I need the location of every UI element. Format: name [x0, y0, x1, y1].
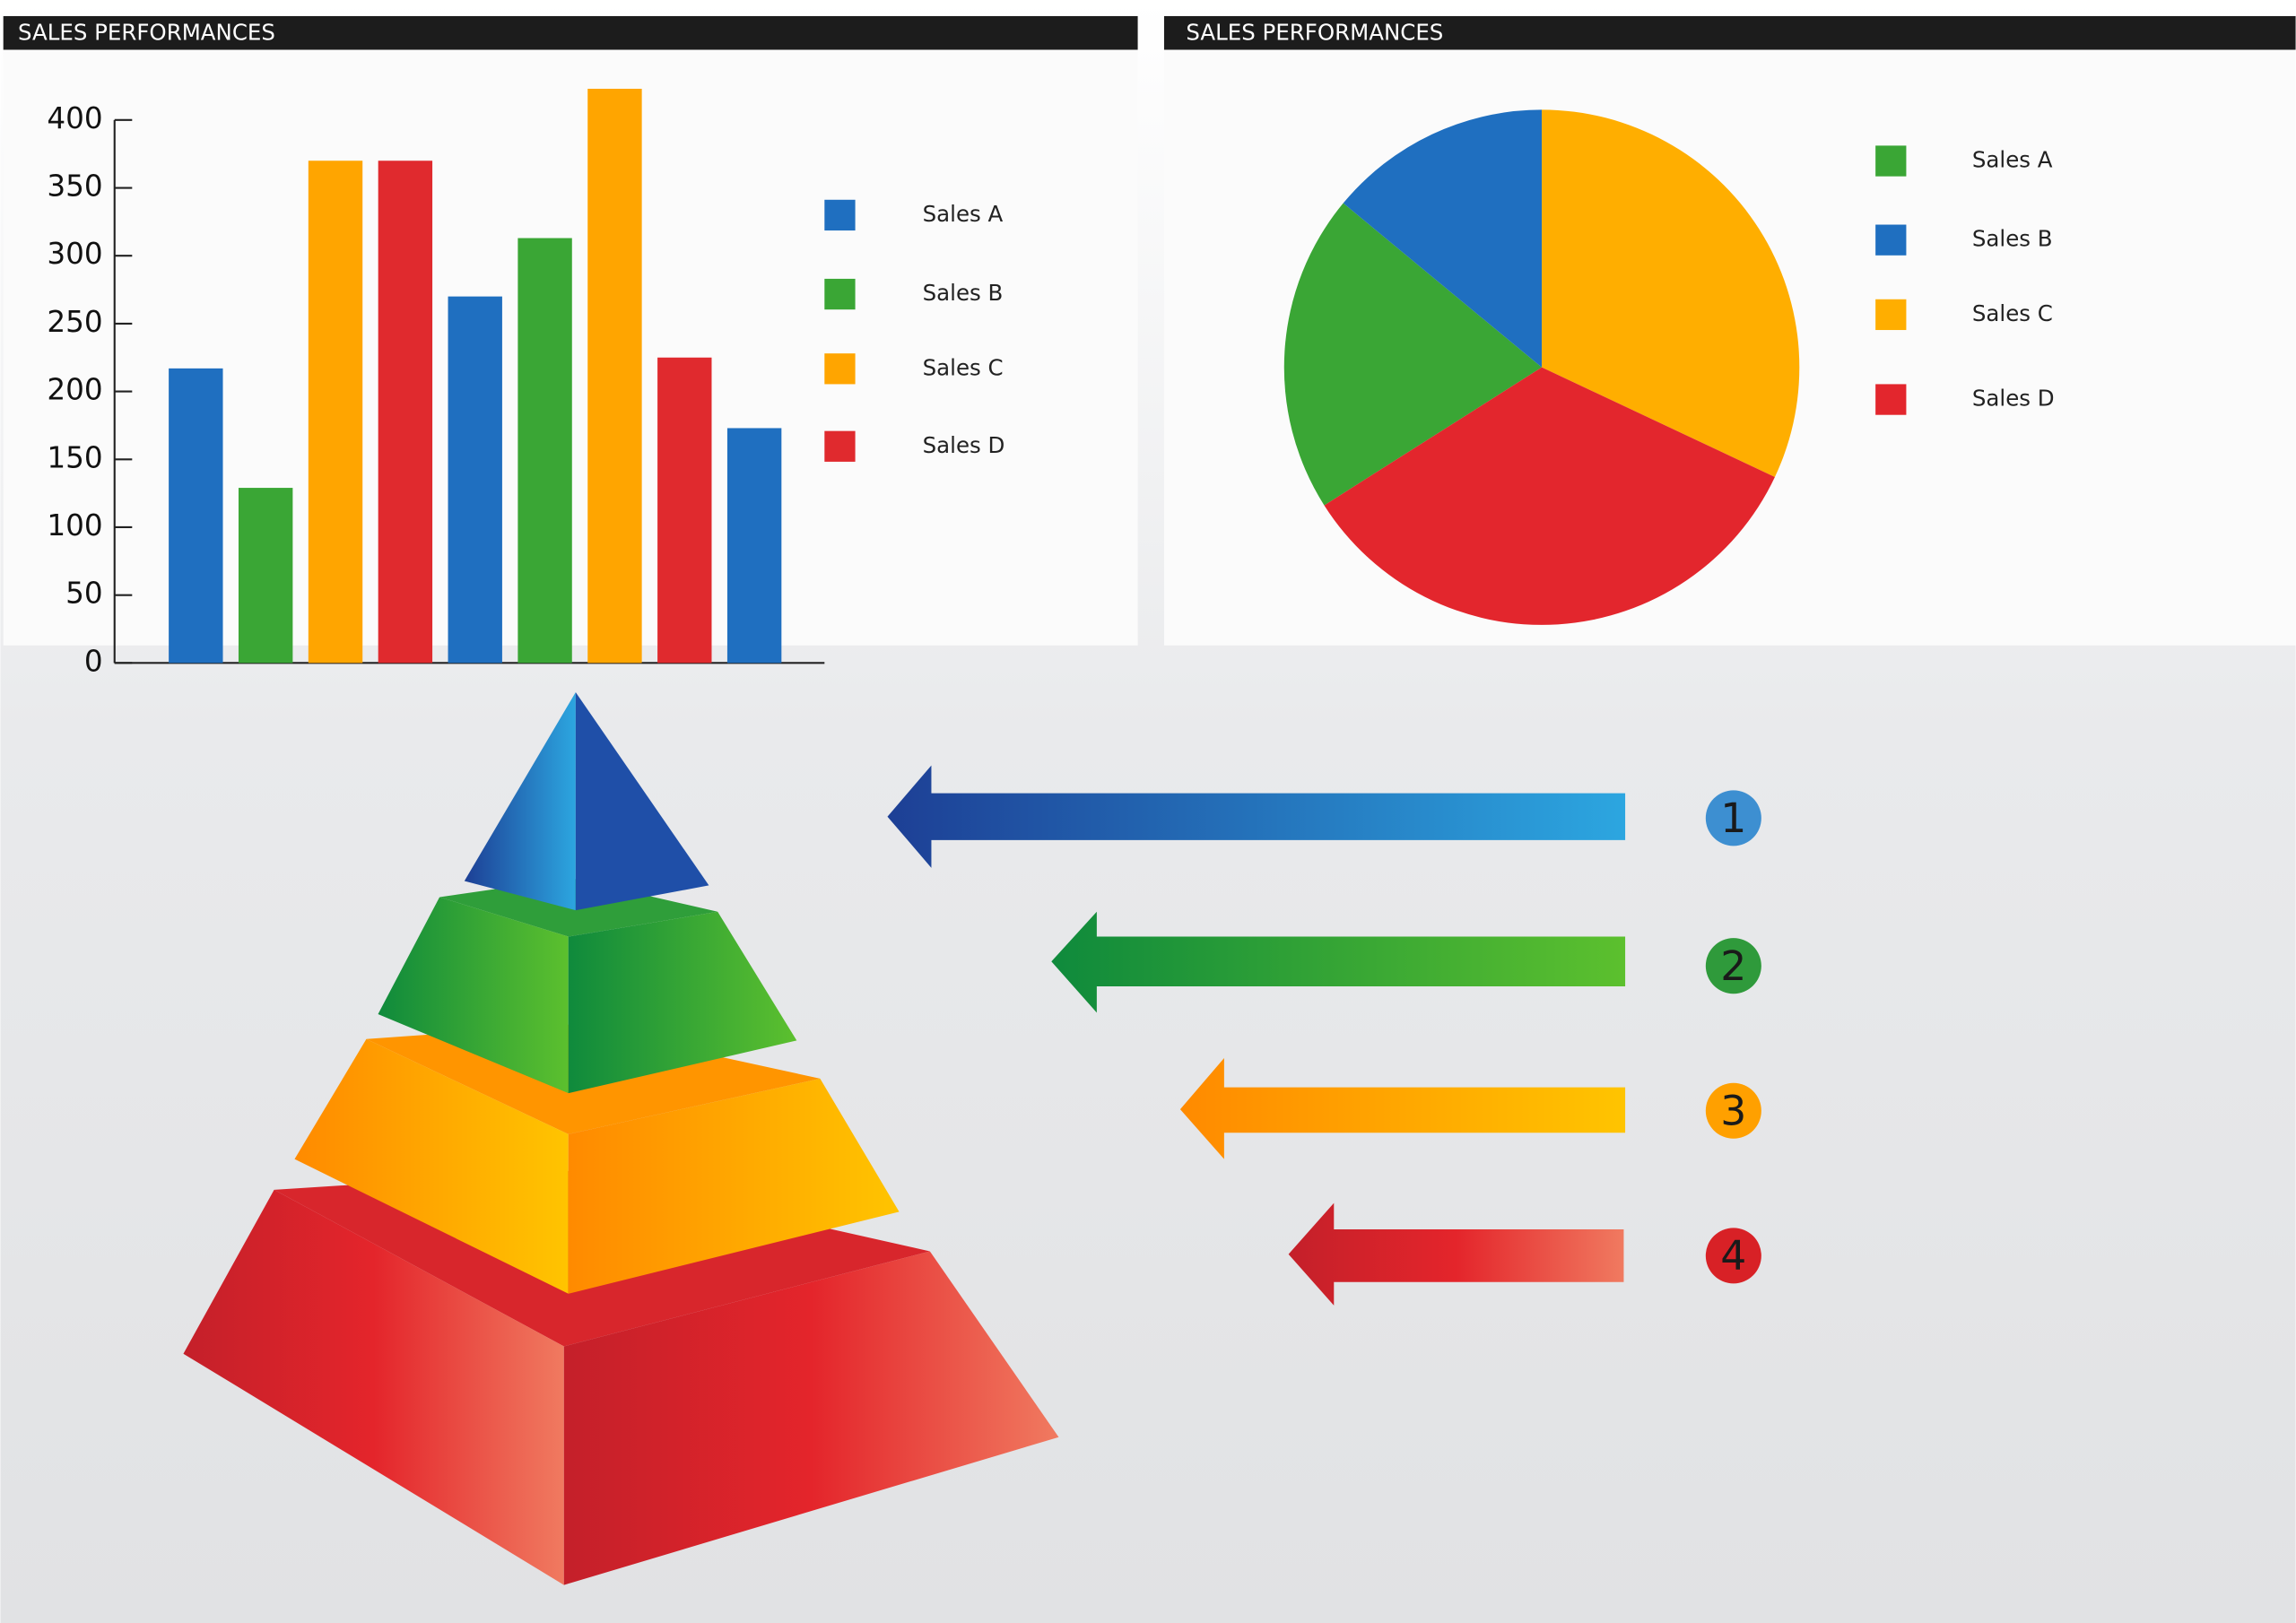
- legend-label: Sales B: [923, 280, 1004, 306]
- y-tick-label: 0: [84, 644, 103, 678]
- step-badge: [1705, 938, 1761, 994]
- legend-label: Sales A: [1972, 147, 2053, 173]
- legend-label: Sales B: [1972, 226, 2053, 252]
- pie-slice: [1324, 367, 1775, 625]
- arrow: [887, 765, 1626, 868]
- legend-swatch: [1875, 224, 1907, 256]
- y-tick-label: 150: [47, 440, 102, 474]
- bar: [308, 161, 363, 664]
- legend-swatch: [824, 278, 856, 310]
- step-badge: [1705, 1082, 1761, 1139]
- legend-label: Sales C: [923, 354, 1004, 380]
- bar: [726, 428, 782, 664]
- pie-slice: [1343, 109, 1543, 368]
- step-badge: [1705, 790, 1761, 846]
- y-tick-label: 400: [47, 101, 102, 135]
- y-tick-label: 100: [47, 508, 102, 542]
- step-badge: [1705, 1228, 1761, 1284]
- legend-swatch: [1875, 145, 1907, 177]
- arrow: [1051, 911, 1626, 1013]
- bar: [378, 161, 433, 664]
- y-tick-label: 350: [47, 169, 102, 204]
- legend-label: Sales D: [923, 432, 1005, 458]
- legend-swatch: [824, 430, 856, 462]
- title-bar: [3, 15, 1138, 50]
- legend-swatch: [824, 199, 856, 231]
- bar: [238, 488, 293, 664]
- legend-label: Sales C: [1972, 300, 2053, 326]
- title-bar: [1163, 15, 2296, 50]
- bar: [657, 357, 712, 664]
- legend-swatch: [1875, 299, 1907, 331]
- bar: [587, 89, 642, 664]
- y-tick-label: 250: [47, 305, 102, 339]
- pie-slice: [1283, 203, 1543, 506]
- legend-label: Sales D: [1972, 386, 2055, 412]
- bar: [517, 238, 572, 664]
- legend-label: Sales A: [923, 201, 1004, 227]
- y-tick-label: 50: [65, 577, 103, 611]
- arrow: [1288, 1202, 1624, 1306]
- chart-title: SALES PERFORMANCES: [18, 20, 275, 46]
- step-number: 3: [1720, 1088, 1746, 1135]
- step-number: 2: [1720, 942, 1746, 990]
- bar: [169, 368, 223, 664]
- step-number: 4: [1720, 1232, 1746, 1280]
- y-tick-label: 300: [47, 237, 102, 271]
- pyramid: [183, 691, 1059, 1585]
- legend-swatch: [1875, 384, 1907, 415]
- pie-slice: [1542, 109, 1800, 477]
- bar: [448, 296, 502, 664]
- y-tick-label: 200: [47, 373, 102, 407]
- step-number: 1: [1720, 794, 1746, 842]
- legend-swatch: [824, 353, 856, 385]
- arrow: [1179, 1058, 1626, 1159]
- chart-title: SALES PERFORMANCES: [1186, 20, 1443, 46]
